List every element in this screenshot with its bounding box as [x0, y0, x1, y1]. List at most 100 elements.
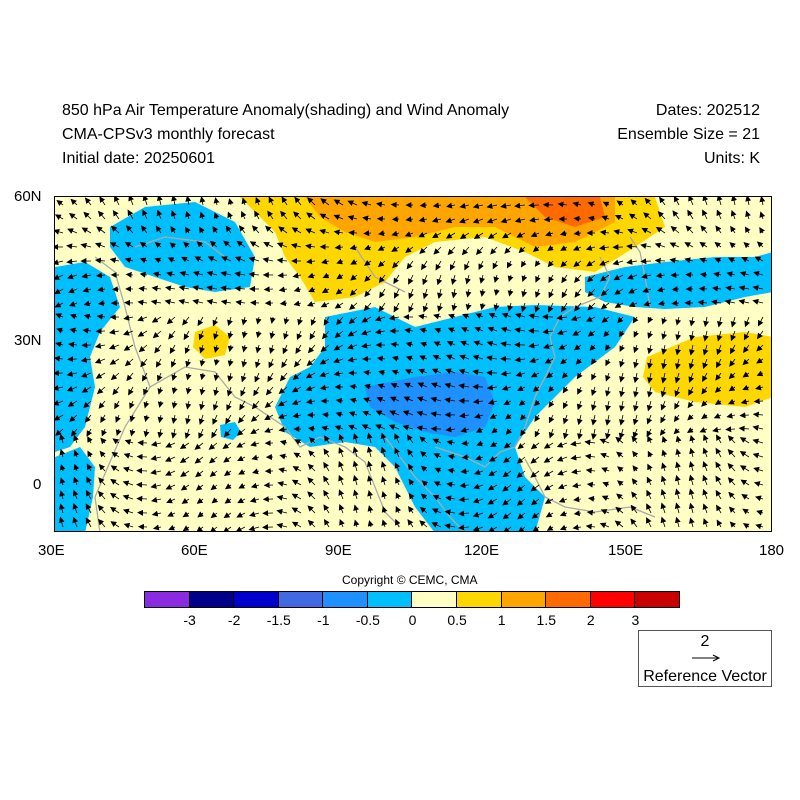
wind-vector-arrow [323, 489, 330, 500]
wind-vector-arrow [291, 493, 302, 500]
wind-vector-arrow [279, 453, 288, 460]
wind-vector-arrow [488, 526, 498, 531]
wind-vector-arrow [544, 484, 554, 491]
wind-vector-arrow [419, 202, 428, 209]
wind-vector-arrow [437, 302, 443, 312]
wind-vector-arrow [408, 302, 414, 313]
wind-vector-arrow [361, 342, 372, 349]
wind-vector-arrow [675, 435, 682, 444]
wind-vector-arrow [334, 244, 344, 251]
wind-vector-arrow [55, 355, 64, 362]
wind-vector-arrow [279, 372, 288, 382]
wind-vector-arrow [492, 260, 499, 270]
wind-vector-arrow [752, 298, 764, 305]
wind-vector-arrow [702, 209, 708, 220]
wind-vector-arrow [128, 197, 134, 206]
wind-vector-arrow [702, 488, 709, 500]
wind-vector-arrow [717, 316, 723, 328]
wind-vector-arrow [644, 197, 652, 206]
wind-vector-arrow [616, 451, 624, 458]
wind-vector-arrow [376, 396, 386, 403]
wind-vector-arrow [269, 344, 275, 354]
wind-vector-arrow [166, 316, 176, 325]
wind-vector-arrow [361, 316, 372, 323]
wind-vector-arrow [516, 456, 526, 464]
wind-vector-arrow [292, 272, 302, 279]
colorbar-cell [456, 591, 502, 608]
wind-vector-arrow [213, 344, 220, 353]
wind-vector-arrow [557, 201, 568, 208]
wind-vector-arrow [291, 399, 302, 406]
wind-vector-arrow [476, 440, 484, 447]
wind-vector-arrow [619, 386, 625, 398]
lat-label-eq: 0 [33, 476, 42, 493]
wind-vector-arrow [72, 516, 79, 528]
wind-vector-arrow [432, 494, 442, 501]
wind-vector-arrow [487, 399, 498, 405]
wind-vector-arrow [573, 215, 582, 222]
wind-vector-arrow [124, 439, 134, 445]
wind-vector-arrow [141, 372, 148, 382]
wind-vector-arrow [80, 371, 92, 378]
wind-vector-arrow [227, 344, 234, 353]
wind-vector-arrow [419, 436, 428, 444]
wind-vector-arrow [122, 494, 134, 501]
wind-vector-arrow [472, 497, 484, 504]
wind-vector-arrow [194, 442, 204, 450]
wind-vector-arrow [502, 484, 512, 492]
wind-vector-arrow [613, 274, 624, 281]
wind-vector-arrow [572, 245, 582, 251]
colorbar-cell [188, 591, 235, 608]
wind-vector-arrow [185, 400, 192, 410]
wind-vector-arrow [323, 475, 330, 486]
wind-vector-arrow [433, 481, 442, 487]
wind-vector-arrow [689, 316, 696, 327]
wind-vector-arrow [212, 225, 219, 234]
wind-vector-arrow [740, 479, 750, 486]
wind-vector-arrow [255, 358, 261, 369]
wind-vector-arrow [448, 313, 456, 320]
wind-vector-arrow [744, 226, 751, 234]
wind-vector-arrow [227, 372, 234, 382]
wind-vector-arrow [432, 232, 442, 238]
wind-vector-arrow [756, 344, 764, 352]
wind-vector-arrow [291, 521, 302, 528]
wind-vector-arrow [661, 436, 668, 444]
wind-vector-arrow [164, 456, 176, 462]
wind-vector-arrow [82, 286, 92, 293]
wind-vector-arrow [238, 469, 246, 475]
wind-vector-arrow [742, 523, 750, 529]
wind-vector-arrow [743, 242, 750, 249]
wind-vector-arrow [640, 258, 652, 265]
wind-vector-arrow [674, 372, 681, 384]
wind-vector-arrow [223, 512, 232, 519]
wind-vector-arrow [306, 301, 316, 307]
wind-vector-arrow [449, 260, 456, 271]
wind-vector-arrow [391, 246, 400, 252]
wind-vector-arrow [445, 232, 456, 239]
wind-vector-arrow [487, 512, 498, 519]
map-panel [54, 196, 772, 532]
wind-vector-arrow [393, 274, 400, 285]
wind-vector-arrow [100, 414, 106, 423]
wind-vector-arrow [739, 465, 750, 472]
wind-vector-arrow [460, 426, 470, 433]
wind-vector-arrow [55, 274, 64, 280]
wind-vector-arrow [109, 242, 120, 248]
wind-vector-arrow [319, 358, 330, 365]
wind-vector-arrow [248, 525, 260, 531]
wind-vector-arrow [614, 520, 624, 528]
wind-vector-arrow [507, 302, 514, 312]
wind-vector-arrow [587, 302, 596, 311]
wind-vector-arrow [192, 298, 204, 305]
wind-vector-arrow [660, 516, 667, 528]
wind-vector-arrow [674, 386, 681, 397]
wind-vector-arrow [458, 496, 470, 503]
wind-vector-arrow [674, 358, 681, 370]
wind-vector-arrow [338, 503, 345, 514]
wind-anomaly-vectors [55, 197, 766, 531]
wind-vector-arrow [702, 330, 709, 342]
wind-vector-arrow [543, 442, 554, 449]
wind-vector-arrow [179, 456, 190, 464]
wind-vector-arrow [206, 285, 218, 292]
